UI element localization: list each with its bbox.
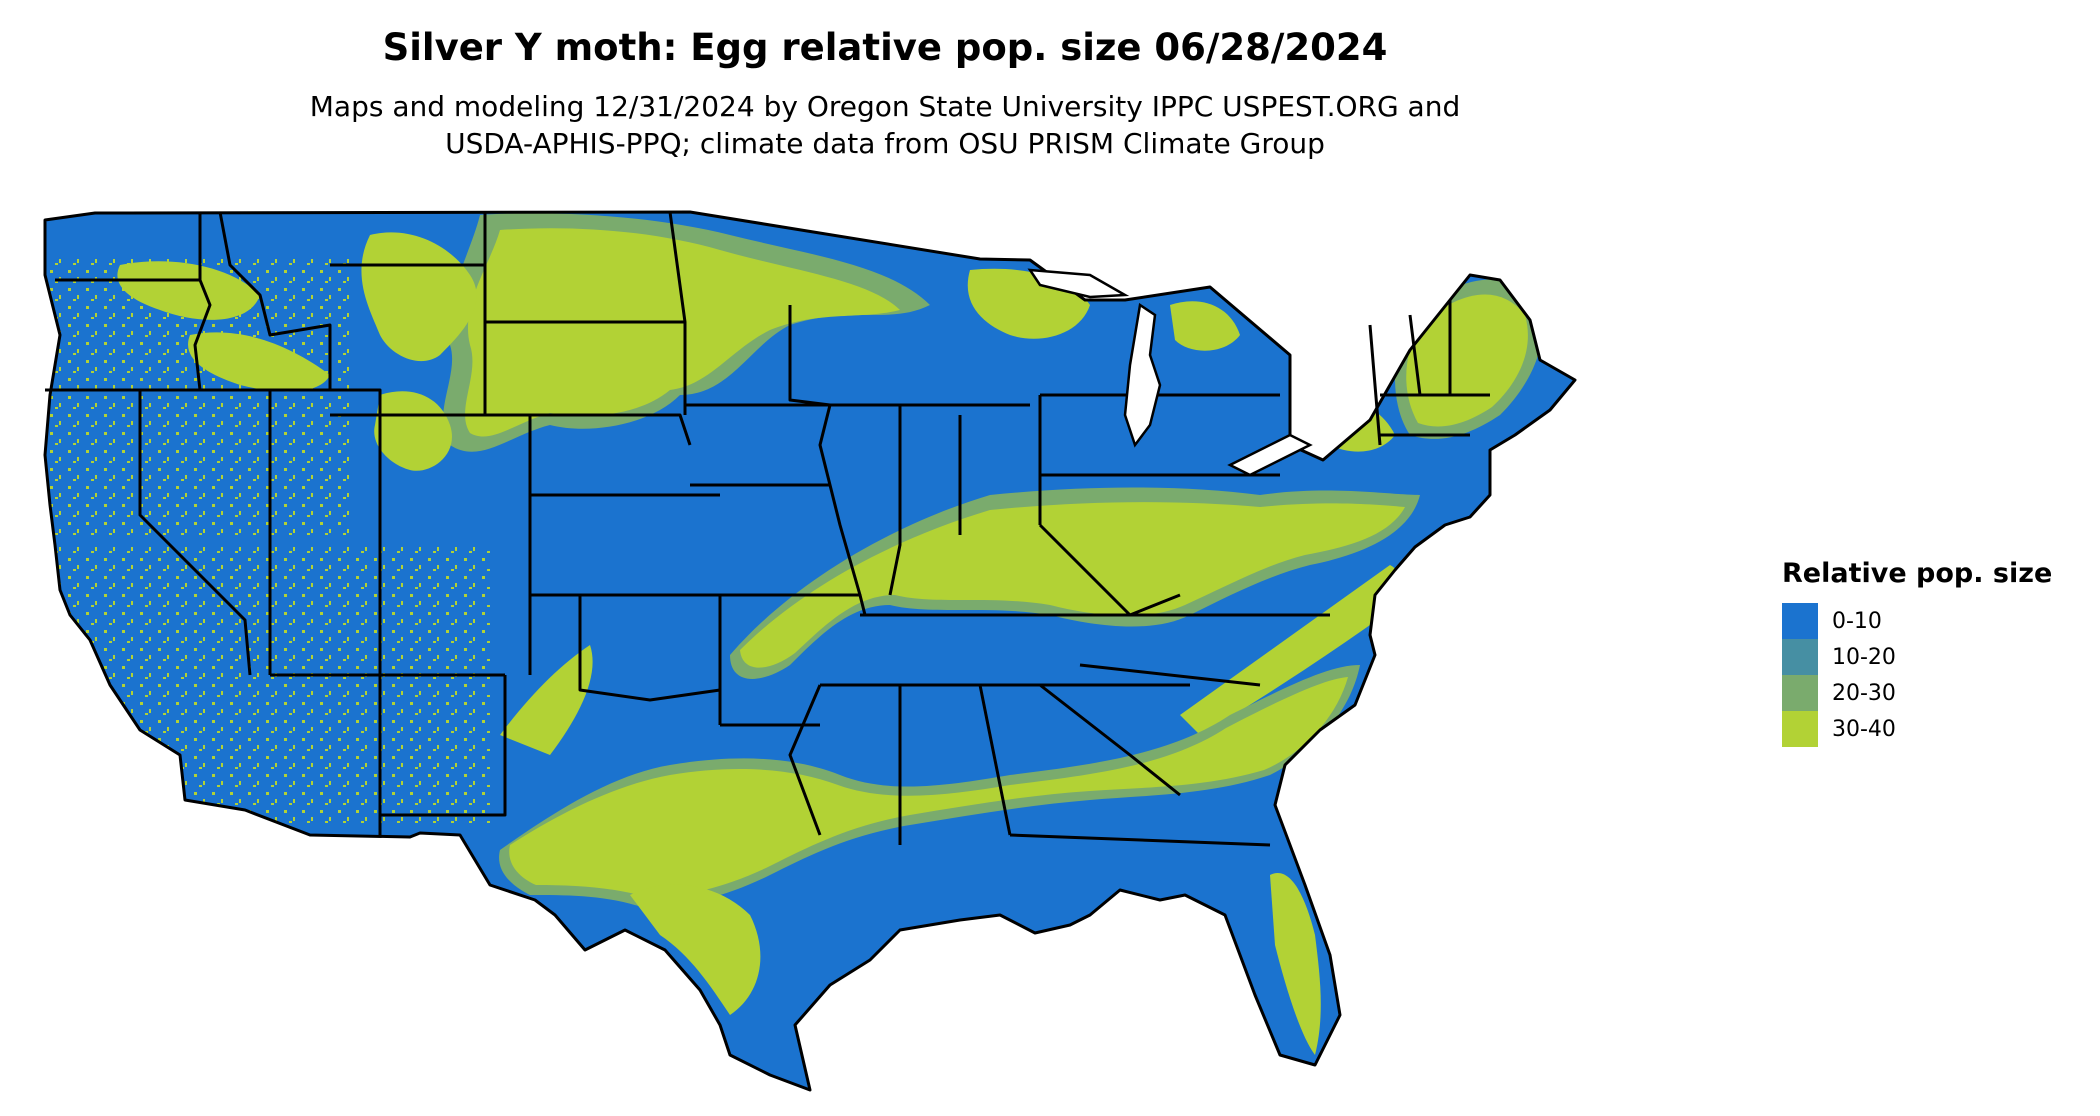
legend-label: 0-10 [1832, 608, 1882, 634]
map-subtitle-line-2: USDA-APHIS-PPQ; climate data from OSU PR… [445, 127, 1325, 160]
border-ok-tx [530, 593, 721, 702]
border-il-in [888, 405, 902, 596]
border-al-ga [978, 684, 1012, 836]
legend-title: Relative pop. size [1782, 558, 2053, 589]
border-ut-wy [330, 388, 382, 415]
band-new-england [1406, 294, 1528, 427]
band-michigan-north [1170, 301, 1240, 351]
border-ga-sc [1039, 683, 1181, 797]
band-northern-plains [465, 228, 900, 437]
legend-swatch [1782, 675, 1818, 711]
border-vt-nh [1408, 314, 1422, 396]
band-florida [1270, 873, 1321, 1055]
legend-item: 20-30 [1782, 675, 2052, 711]
lake-superior [1027, 268, 1130, 299]
border-nd-mn [668, 211, 687, 415]
band-wyoming [374, 391, 452, 471]
border-ca-nv [138, 390, 252, 676]
state-borders [43, 210, 1577, 1092]
band-central [740, 502, 1405, 668]
legend-label: 30-40 [1832, 716, 1896, 742]
great-lakes [1027, 268, 1313, 477]
us-outline [43, 210, 1577, 1092]
us-population-map [30, 195, 1750, 1115]
border-nm-tx [380, 675, 507, 817]
band-southern [509, 677, 1348, 899]
band-texas-coast [630, 884, 761, 1015]
legend-swatch [1782, 639, 1818, 675]
legend-swatch [1782, 603, 1818, 639]
border-la-ms [788, 684, 822, 836]
border-wv [1038, 523, 1132, 617]
border-nc-sc [1079, 663, 1261, 687]
border-il-ia [818, 404, 862, 596]
border-ga-fl [1009, 833, 1271, 847]
band-oregon-idaho [188, 332, 330, 392]
legend-item: 10-20 [1782, 639, 2052, 675]
band-appalachian [1180, 565, 1401, 735]
border-ny-new-england [1368, 324, 1382, 446]
legend-label: 20-30 [1832, 680, 1896, 706]
map-subtitle-line-1: Maps and modeling 12/31/2024 by Oregon S… [309, 90, 1461, 123]
band-washington [117, 261, 260, 320]
border-sd-ne [485, 413, 692, 446]
legend-swatch [1782, 711, 1818, 747]
legend-label: 10-20 [1832, 644, 1896, 670]
legend-item: 30-40 [1782, 711, 2052, 747]
border-mn-wi [788, 305, 831, 407]
band-rockies-south [500, 645, 593, 755]
lake-erie [1227, 433, 1313, 477]
legend-item: 0-10 [1782, 603, 2052, 639]
border-id-mt [218, 211, 332, 345]
map-legend: Relative pop. size 0-10 10-20 20-30 30-4… [1782, 558, 2052, 747]
border-or-id [193, 279, 212, 391]
lake-michigan [1123, 302, 1162, 448]
population-bands [50, 213, 1543, 1055]
map-title: Silver Y moth: Egg relative pop. size 06… [382, 26, 1388, 69]
